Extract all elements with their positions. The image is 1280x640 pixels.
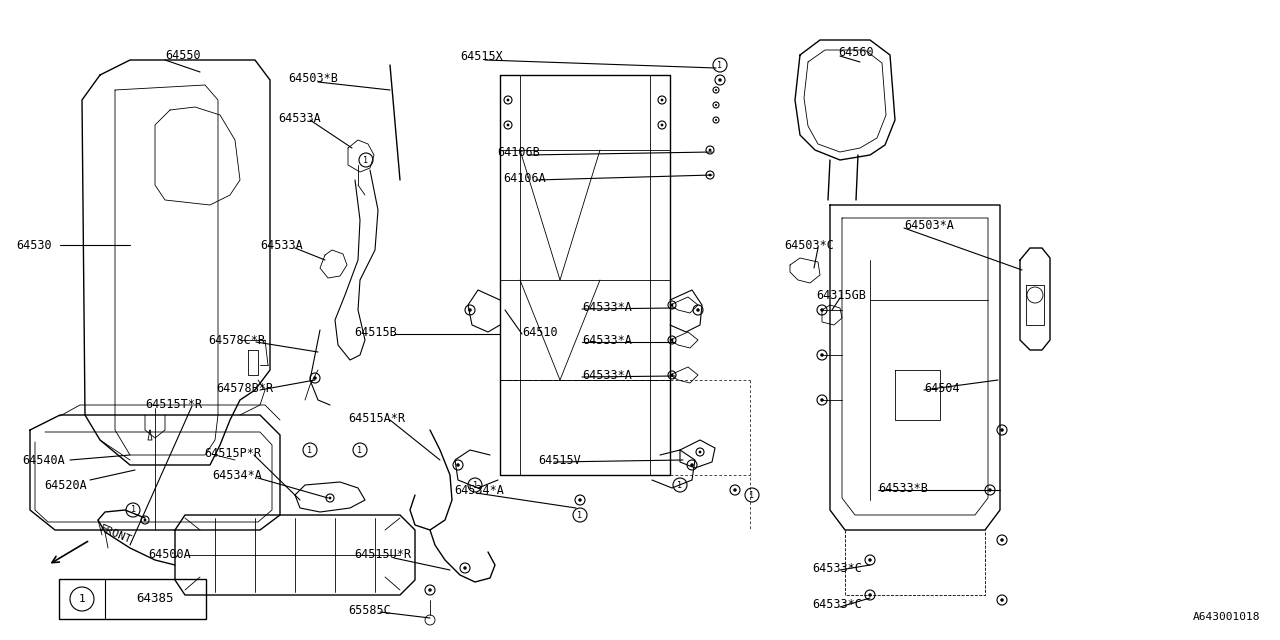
Circle shape (143, 518, 146, 522)
Text: 65585C: 65585C (348, 604, 390, 616)
Text: 1: 1 (307, 445, 312, 454)
Circle shape (660, 124, 663, 127)
Circle shape (690, 463, 694, 467)
Circle shape (709, 173, 712, 177)
Text: 64315GB: 64315GB (817, 289, 865, 301)
Circle shape (358, 153, 372, 167)
Circle shape (713, 58, 727, 72)
Text: 64515X: 64515X (460, 49, 503, 63)
Text: 64550: 64550 (165, 49, 201, 61)
Text: 64560: 64560 (838, 45, 874, 58)
Text: 64520A: 64520A (44, 479, 87, 492)
Text: 1: 1 (364, 156, 369, 164)
Circle shape (456, 463, 460, 467)
Circle shape (70, 587, 93, 611)
Circle shape (716, 104, 717, 106)
Circle shape (671, 374, 673, 376)
Text: 64503*C: 64503*C (783, 239, 833, 252)
Circle shape (1000, 428, 1004, 432)
Text: 64106B: 64106B (497, 145, 540, 159)
Circle shape (868, 558, 872, 562)
Circle shape (303, 443, 317, 457)
Text: 64504: 64504 (924, 381, 960, 394)
Text: 64503*A: 64503*A (904, 218, 954, 232)
Text: 64515U*R: 64515U*R (355, 548, 411, 561)
Circle shape (329, 497, 332, 499)
Text: 64534*A: 64534*A (454, 483, 504, 497)
Text: 64578C*R: 64578C*R (207, 333, 265, 346)
Text: 64533A: 64533A (278, 111, 321, 125)
Text: 64510: 64510 (522, 326, 558, 339)
Text: 1: 1 (677, 481, 682, 490)
Text: 64515V: 64515V (538, 454, 581, 467)
Circle shape (671, 303, 673, 307)
Circle shape (716, 89, 717, 91)
Text: 64533A: 64533A (260, 239, 303, 252)
Text: A643001018: A643001018 (1193, 612, 1260, 622)
Text: 1: 1 (78, 594, 86, 604)
Circle shape (314, 376, 316, 380)
Text: 64515B: 64515B (355, 326, 397, 339)
Circle shape (125, 503, 140, 517)
Circle shape (820, 353, 824, 356)
FancyBboxPatch shape (59, 579, 206, 619)
Text: 64530: 64530 (15, 239, 51, 252)
Circle shape (463, 566, 467, 570)
Circle shape (507, 99, 509, 101)
Text: 64106A: 64106A (503, 172, 545, 184)
Text: 64385: 64385 (136, 593, 174, 605)
Text: 1: 1 (577, 511, 582, 520)
Text: 64578B*R: 64578B*R (216, 381, 273, 394)
Circle shape (820, 398, 824, 402)
Text: 1: 1 (131, 506, 136, 515)
Circle shape (733, 488, 737, 492)
Circle shape (468, 478, 483, 492)
Text: 1: 1 (357, 445, 362, 454)
Circle shape (1000, 538, 1004, 541)
Circle shape (429, 588, 431, 592)
Text: 64533*A: 64533*A (582, 333, 632, 346)
Circle shape (820, 308, 824, 312)
Text: FRONT: FRONT (99, 524, 133, 546)
Circle shape (745, 488, 759, 502)
Text: 64533*C: 64533*C (812, 561, 861, 575)
Text: 64533*A: 64533*A (582, 301, 632, 314)
Circle shape (868, 593, 872, 596)
Circle shape (1000, 598, 1004, 602)
Text: 64500A: 64500A (148, 548, 191, 561)
Circle shape (718, 78, 722, 82)
Circle shape (699, 451, 701, 453)
Circle shape (671, 339, 673, 341)
Circle shape (573, 508, 588, 522)
Circle shape (353, 443, 367, 457)
Circle shape (507, 124, 509, 127)
Text: 1: 1 (718, 61, 722, 70)
Circle shape (696, 308, 700, 312)
Text: 64534*A: 64534*A (212, 468, 262, 481)
Text: 64515A*R: 64515A*R (348, 412, 404, 424)
Circle shape (468, 308, 472, 312)
Text: 1: 1 (472, 481, 477, 490)
Text: 64515T*R: 64515T*R (145, 397, 202, 410)
Circle shape (579, 499, 581, 502)
Circle shape (716, 119, 717, 121)
Circle shape (673, 478, 687, 492)
Circle shape (709, 148, 712, 152)
Text: 64503*B: 64503*B (288, 72, 338, 84)
Circle shape (660, 99, 663, 101)
Circle shape (988, 488, 992, 492)
Text: 64533*C: 64533*C (812, 598, 861, 611)
Text: 64533*B: 64533*B (878, 481, 928, 495)
Text: 64533*A: 64533*A (582, 369, 632, 381)
Text: 1: 1 (750, 490, 754, 499)
Text: 64540A: 64540A (22, 454, 65, 467)
Text: 64515P*R: 64515P*R (204, 447, 261, 460)
